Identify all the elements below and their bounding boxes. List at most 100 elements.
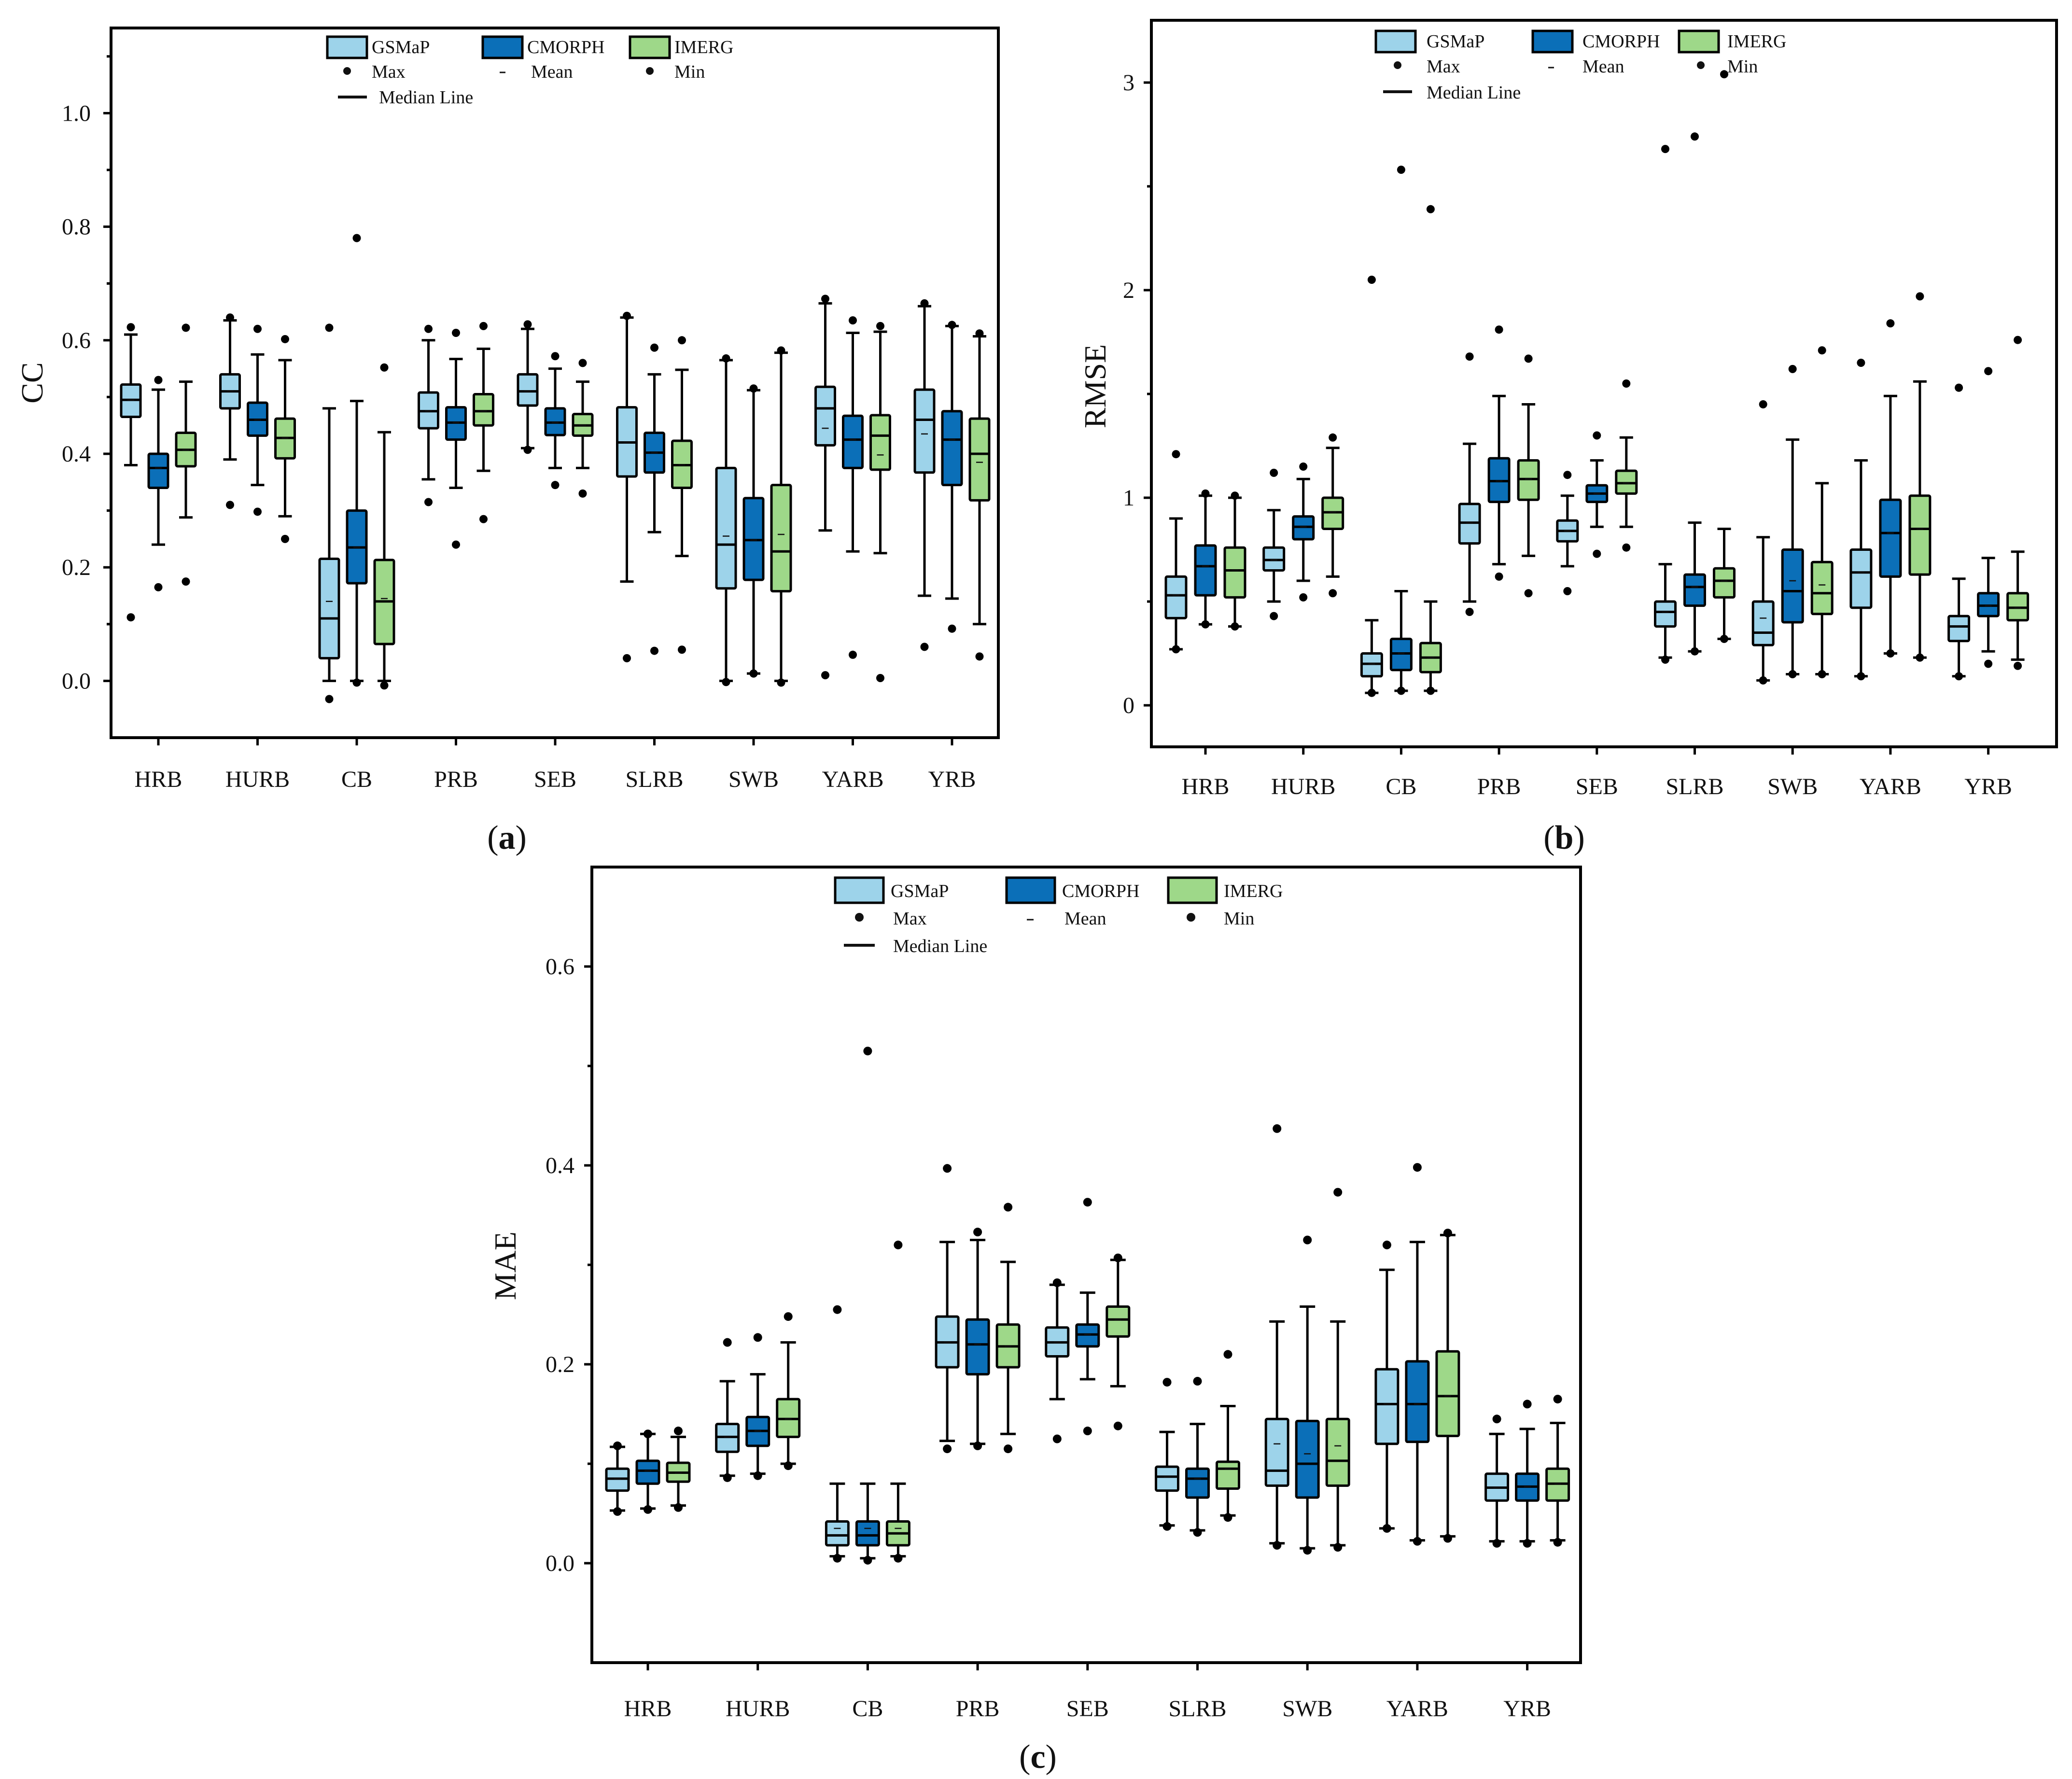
max-point: [1524, 354, 1533, 363]
box-cmorph-hrb: [147, 376, 169, 591]
box-imerg-hrb: [666, 1427, 691, 1512]
box-imerg-yarb: [1908, 292, 1932, 662]
max-point: [352, 234, 361, 242]
min-point: [1523, 1539, 1532, 1548]
min-point: [452, 540, 460, 549]
min-point: [674, 1503, 683, 1512]
max-point: [1691, 132, 1699, 141]
x-category-label-cb: CB: [341, 767, 372, 792]
x-category-label-yarb: YARB: [822, 767, 883, 792]
max-point: [154, 376, 163, 384]
box-imerg-cb: [373, 363, 395, 690]
box-imerg-seb: [572, 359, 594, 498]
box-cmorph-hrb: [1194, 489, 1217, 629]
max-point: [674, 1427, 683, 1436]
iqr-box: [635, 1459, 660, 1485]
box-imerg-slrb: [1713, 70, 1736, 643]
y-tick-label: 2: [1123, 278, 1134, 303]
x-category-label-swb: SWB: [728, 767, 779, 792]
box-cmorph-prb: [965, 1228, 990, 1450]
box-cmorph-slrb: [1683, 132, 1706, 656]
legend-mae: GSMaP CMORPH IMERG Max Mean Min Median L…: [834, 876, 1283, 956]
max-point: [973, 1228, 982, 1237]
legend-label-mean: Mean: [1582, 56, 1624, 77]
iqr-box: [1164, 575, 1188, 619]
iqr-box: [814, 385, 836, 447]
panel-letter-c: c: [1030, 1738, 1045, 1776]
max-point: [1299, 462, 1308, 471]
y-tick-label: 0.0: [62, 668, 91, 694]
min-point: [1465, 608, 1474, 616]
iqr-box: [715, 466, 737, 590]
max-point: [182, 323, 190, 332]
legend-swatch-gsmap: [1374, 29, 1417, 54]
box-gsmap-slrb: [1155, 1378, 1179, 1531]
min-point: [1201, 620, 1210, 629]
legend-max-marker: [1394, 61, 1401, 69]
max-point: [1916, 292, 1924, 301]
box-imerg-swb: [770, 346, 792, 687]
max-point: [920, 299, 929, 308]
max-point: [1955, 383, 1963, 392]
min-point: [1916, 653, 1924, 662]
max-point: [1367, 276, 1376, 284]
iqr-box: [1264, 1417, 1289, 1487]
legend-label-cmorph: CMORPH: [1062, 881, 1140, 901]
box-imerg-yarb: [869, 322, 891, 683]
box-imerg-hurb: [274, 335, 296, 543]
box-gsmap-cb: [318, 323, 340, 703]
box-imerg-hrb: [1223, 491, 1246, 631]
max-point: [226, 313, 234, 322]
min-point: [1759, 676, 1767, 685]
iqr-box: [1654, 600, 1677, 628]
box-cmorph-prb: [445, 329, 467, 549]
legend-label-min: Min: [1224, 909, 1254, 929]
y-tick-label: 0: [1123, 693, 1134, 718]
max-point: [894, 1240, 903, 1249]
y-tick-label: 0.2: [546, 1352, 574, 1377]
x-category-label-hrb: HRB: [624, 1696, 672, 1722]
legend-label-cmorph: CMORPH: [527, 37, 605, 57]
iqr-box: [968, 417, 991, 502]
min-point: [833, 1554, 842, 1563]
box-cmorph-seb: [1585, 431, 1609, 558]
max-point: [975, 329, 984, 338]
min-point: [1162, 1522, 1172, 1531]
box-cmorph-swb: [1781, 364, 1804, 678]
min-point: [2014, 661, 2022, 670]
x-category-label-prb: PRB: [1477, 774, 1521, 799]
plot-frame-mae: [590, 866, 1582, 1664]
box-gsmap-swb: [715, 354, 737, 686]
iqr-box: [855, 1520, 880, 1547]
legend-label-imerg: IMERG: [674, 37, 733, 57]
legend-label-imerg: IMERG: [1727, 31, 1786, 52]
max-point: [1886, 319, 1895, 328]
min-point: [876, 674, 884, 683]
min-point: [1303, 1546, 1312, 1555]
box-cmorph-prb: [1487, 325, 1511, 581]
max-point: [1223, 1350, 1232, 1359]
box-cmorph-swb: [1295, 1235, 1320, 1555]
max-point: [723, 1338, 732, 1347]
min-point: [749, 669, 758, 678]
box-cmorph-cb: [346, 234, 368, 687]
iqr-box: [869, 414, 891, 471]
max-point: [1329, 433, 1337, 442]
max-point: [943, 1164, 952, 1173]
x-category-label-yarb: YARB: [1860, 774, 1921, 799]
x-category-label-yrb: YRB: [1964, 774, 2012, 799]
x-category-label-hrb: HRB: [135, 767, 182, 792]
y-tick-label: 0.4: [546, 1153, 574, 1178]
legend-label-gsmap: GSMaP: [1427, 31, 1484, 52]
legend-label-mean: Mean: [1064, 909, 1106, 929]
box-imerg-prb: [1517, 354, 1540, 598]
min-point: [578, 489, 587, 498]
max-point: [876, 322, 884, 330]
min-point: [126, 613, 135, 622]
legend-label-min: Min: [674, 62, 705, 82]
iqr-box: [1849, 548, 1873, 609]
max-point: [1720, 70, 1728, 79]
y-ticks-cc: 0.0 0.2 0.4 0.6 0.8 1.0: [62, 55, 111, 694]
max-point: [1273, 1124, 1282, 1133]
